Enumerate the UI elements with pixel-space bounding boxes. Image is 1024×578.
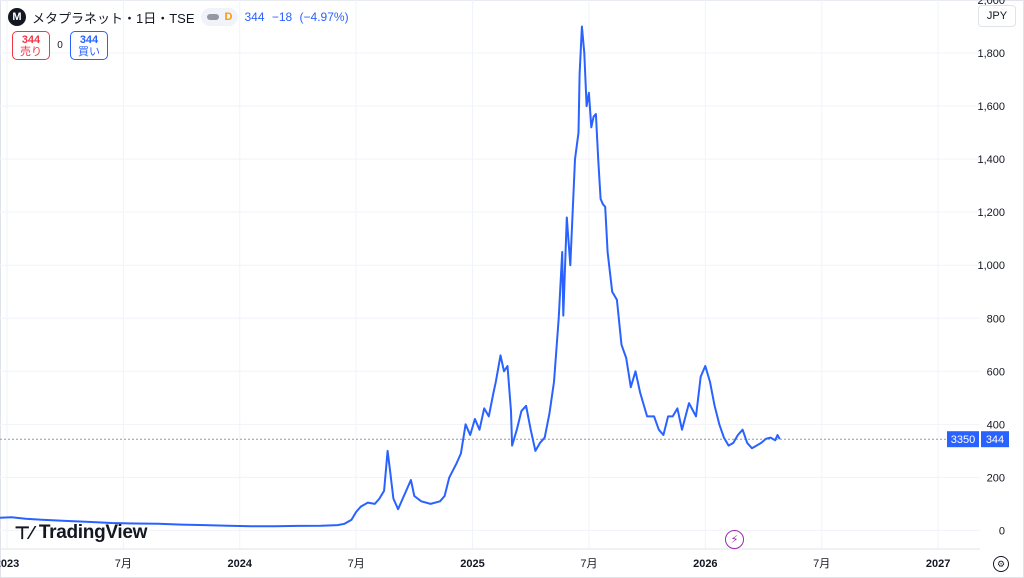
sell-price: 344 [21, 33, 41, 46]
x-tick-label: 7月 [580, 558, 597, 570]
price-change: −18 [271, 10, 293, 24]
y-tick-label: 1,200 [977, 207, 1005, 219]
y-tick-label: 1,000 [977, 260, 1005, 272]
marker-label: 3350 [951, 434, 975, 446]
symbol-header: M メタプラネット・1日・TSE D 344 −18 (−4.97%) [8, 6, 353, 28]
y-tick-label: 600 [987, 366, 1005, 378]
buy-button[interactable]: 344 買い [70, 31, 108, 60]
y-tick-label: 1,400 [977, 154, 1005, 166]
flash-icon[interactable]: ⚡ [725, 530, 744, 549]
sell-button[interactable]: 344 売り [12, 31, 50, 60]
symbol-title[interactable]: メタプラネット・1日・TSE [32, 10, 195, 26]
x-tick-label: 7月 [813, 558, 830, 570]
price-change-percent: (−4.97%) [299, 10, 349, 24]
gear-icon[interactable]: ⚙ [993, 556, 1009, 572]
brand-name: TradingView [38, 522, 148, 543]
y-tick-label: 0 [999, 525, 1005, 537]
y-tick-label: 200 [987, 472, 1005, 484]
interval-badge: D [224, 11, 233, 23]
trade-buttons: 344 売り 0 344 買い [12, 31, 108, 60]
tv-logo-icon: ⊤⁄ [14, 522, 33, 543]
symbol-logo[interactable]: M [8, 8, 26, 26]
x-tick-label: 7月 [115, 558, 132, 570]
buy-price: 344 [79, 33, 99, 46]
y-tick-label: 1,800 [977, 48, 1005, 60]
last-price: 344 [244, 10, 265, 24]
tradingview-brand[interactable]: ⊤⁄ TradingView [14, 522, 147, 544]
x-tick-label: 2023 [0, 558, 19, 570]
marker-label-bg [947, 431, 979, 448]
quote-summary: 344 −18 (−4.97%) [244, 10, 352, 24]
buy-label: 買い [78, 45, 100, 58]
x-tick-label: 2027 [926, 558, 950, 570]
market-status-icon [206, 14, 219, 20]
status-pill[interactable]: D [200, 8, 239, 26]
last-price-tag: 344 [986, 434, 1004, 446]
x-tick-label: 2024 [228, 558, 253, 570]
y-tick-label: 800 [987, 313, 1005, 325]
y-tick-label: 1,600 [977, 101, 1005, 113]
y-tick-label: 400 [987, 419, 1005, 431]
x-tick-label: 2026 [693, 558, 717, 570]
sell-label: 売り [20, 45, 42, 58]
price-series-line [0, 25, 781, 528]
y-tick-label: 2,000 [977, 0, 1005, 7]
spread-value: 0 [57, 40, 63, 51]
currency-selector[interactable]: JPY [978, 5, 1016, 27]
last-price-tag-bg [981, 431, 1009, 448]
x-tick-label: 2025 [460, 558, 484, 570]
x-tick-label: 7月 [348, 558, 365, 570]
